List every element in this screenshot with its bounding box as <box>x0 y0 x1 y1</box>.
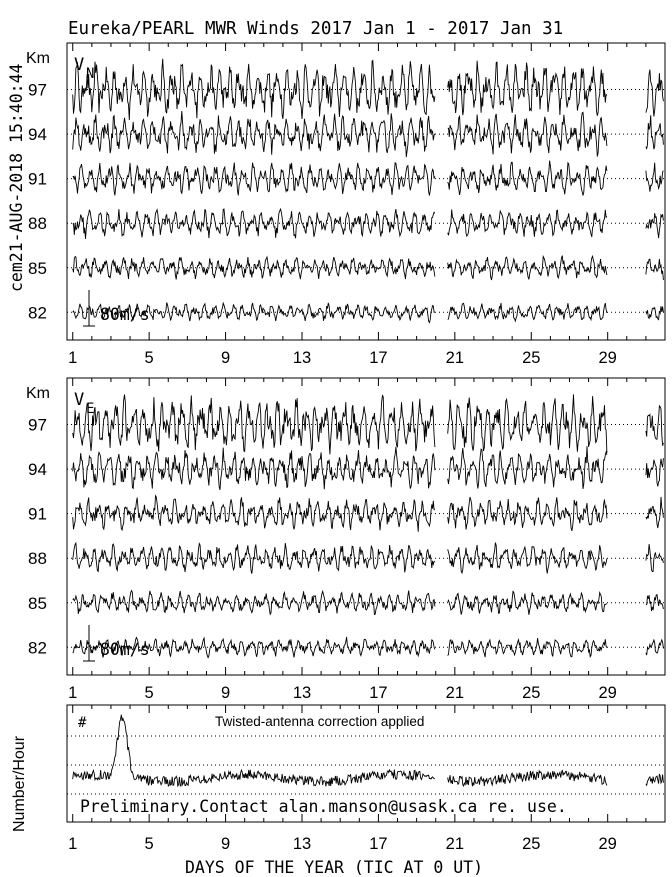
x-tick-label: 29 <box>599 684 617 702</box>
wind-trace-94km <box>72 110 664 158</box>
y-axis-label: Number/Hour <box>11 735 28 832</box>
x-tick-marks <box>72 378 666 675</box>
y-tick-label: 97 <box>28 81 47 100</box>
correction-note: Twisted-antenna correction applied <box>215 714 424 729</box>
x-tick-labels-panel2: 1 5 9 13 17 21 25 29 <box>68 684 617 702</box>
component-label: V <box>74 55 84 75</box>
meteor-count-panel: Number/Hour # Twisted-antenna correction… <box>11 704 666 877</box>
scale-bar <box>83 290 95 327</box>
scale-label: 80m/s <box>100 640 150 659</box>
wind-trace-85km <box>72 589 664 616</box>
wind-trace-97km <box>72 58 664 121</box>
x-tick-label: 21 <box>446 349 464 367</box>
y-tick-label: 82 <box>28 303 47 322</box>
x-tick-label: 13 <box>293 349 311 367</box>
x-axis-label: DAYS OF THE YEAR (TIC AT 0 UT) <box>185 858 483 877</box>
wind-traces <box>72 394 664 659</box>
y-tick-label: 91 <box>28 505 47 524</box>
wind-traces <box>72 58 664 324</box>
unit-label-km: Km <box>26 385 50 402</box>
x-tick-label: 17 <box>369 349 387 367</box>
x-tick-label: 9 <box>221 835 230 853</box>
component-subscript: E <box>86 401 94 417</box>
x-tick-label: 13 <box>293 684 311 702</box>
y-tick-label: 97 <box>28 416 47 435</box>
wind-trace-91km <box>72 160 664 196</box>
y-tick-label: 85 <box>28 259 47 278</box>
wind-trace-88km <box>72 207 664 240</box>
y-tick-label: 82 <box>28 638 47 657</box>
component-subscript: N <box>86 66 94 82</box>
x-tick-marks <box>72 43 666 340</box>
x-tick-label: 1 <box>68 349 77 367</box>
wind-trace-91km <box>72 494 664 532</box>
marker-hash: # <box>78 715 87 731</box>
y-tick-label: 91 <box>28 170 47 189</box>
scale-label: 80m/s <box>100 305 150 324</box>
x-tick-label: 5 <box>145 349 154 367</box>
y-tick-label: 88 <box>28 214 47 233</box>
y-tick-label: 85 <box>28 594 47 613</box>
wind-trace-82km <box>72 301 664 324</box>
footer-backdrop <box>78 796 664 818</box>
northward-wind-panel: Km V N 97 94 91 88 85 82 80m/s <box>26 42 666 341</box>
x-tick-label: 25 <box>522 835 540 853</box>
count-gridlines <box>67 735 665 795</box>
x-tick-label: 9 <box>221 349 230 367</box>
x-tick-labels-panel3: 1 5 9 13 17 21 25 29 <box>68 835 617 853</box>
altitude-tick-labels: 97 94 91 88 85 82 <box>28 416 47 658</box>
x-tick-label: 17 <box>369 835 387 853</box>
wind-trace-85km <box>72 254 664 281</box>
x-tick-label: 13 <box>293 835 311 853</box>
wind-trace-94km <box>72 446 664 491</box>
wind-trace-82km <box>72 636 664 659</box>
x-tick-label: 29 <box>599 835 617 853</box>
x-tick-label: 25 <box>522 349 540 367</box>
wind-trace-88km <box>72 541 664 575</box>
chart-title: Eureka/PEARL MWR Winds 2017 Jan 1 - 2017… <box>68 19 563 39</box>
x-tick-label: 1 <box>68 835 77 853</box>
usage-notice: Preliminary.Contact alan.manson@usask.ca… <box>80 797 567 816</box>
x-tick-marks <box>72 705 666 822</box>
unit-label-km: Km <box>26 50 50 67</box>
count-trace-line <box>72 714 664 788</box>
count-trace <box>72 714 664 788</box>
panel-frame <box>66 377 666 676</box>
x-tick-label: 9 <box>221 684 230 702</box>
panel-frame <box>66 42 666 341</box>
x-tick-label: 5 <box>145 684 154 702</box>
altitude-tick-labels: 97 94 91 88 85 82 <box>28 81 47 323</box>
x-tick-label: 29 <box>599 349 617 367</box>
scale-bar <box>83 625 95 662</box>
x-tick-label: 25 <box>522 684 540 702</box>
y-tick-label: 88 <box>28 549 47 568</box>
y-tick-label: 94 <box>28 125 47 144</box>
eastward-wind-panel: Km V E 97 94 91 88 85 82 80m/s <box>26 377 666 676</box>
component-label: V <box>74 390 84 410</box>
x-tick-label: 17 <box>369 684 387 702</box>
y-tick-label: 94 <box>28 460 47 479</box>
panel-frame <box>66 704 666 823</box>
x-tick-label: 21 <box>446 835 464 853</box>
x-tick-label: 21 <box>446 684 464 702</box>
timestamp-stamp: cem21-AUG-2018 15:40:44 <box>7 63 26 292</box>
x-tick-label: 5 <box>145 835 154 853</box>
x-tick-labels-panel1: 1 5 9 13 17 21 25 29 <box>68 349 617 367</box>
wind-trace-97km <box>72 394 664 455</box>
altitude-gridlines <box>67 89 665 313</box>
x-tick-label: 1 <box>68 684 77 702</box>
